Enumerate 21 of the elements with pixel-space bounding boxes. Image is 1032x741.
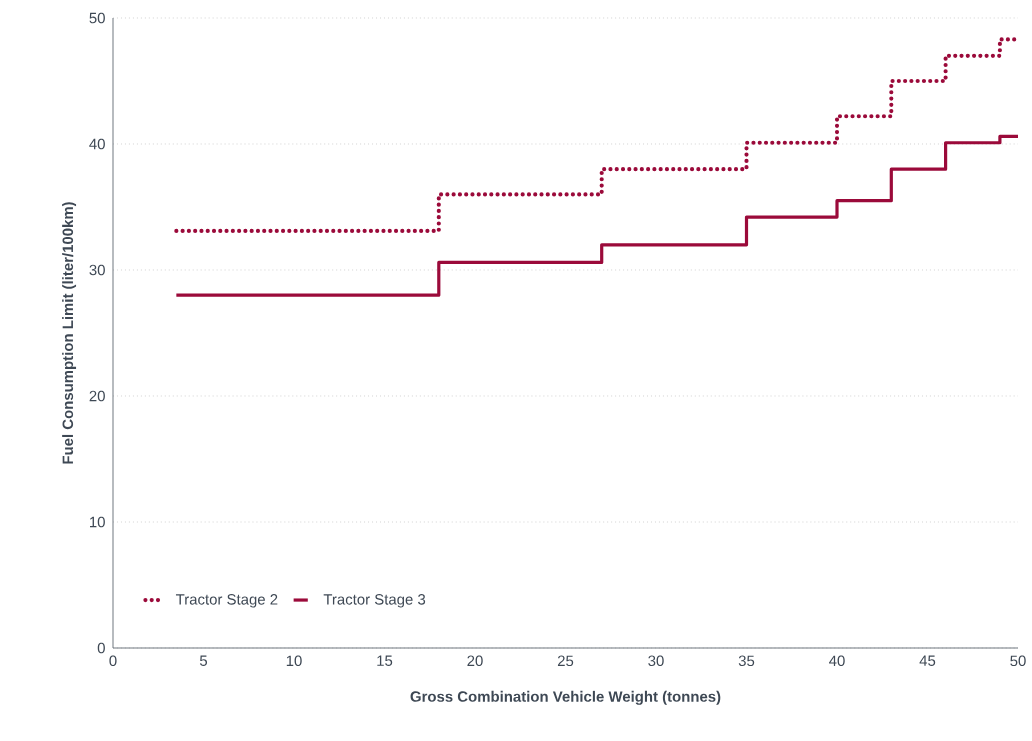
x-tick-label: 30 bbox=[648, 655, 664, 667]
x-tick-label: 25 bbox=[557, 655, 574, 667]
x-tick-label: 50 bbox=[1010, 655, 1026, 667]
y-tick-label: 10 bbox=[90, 516, 105, 528]
x-tick-label: 35 bbox=[738, 655, 755, 667]
x-tick-label: 10 bbox=[286, 655, 302, 667]
x-tick-label: 5 bbox=[199, 655, 208, 666]
y-tick-label: 0 bbox=[97, 642, 105, 654]
x-tick-label: 0 bbox=[109, 655, 117, 667]
y-tick-label: 30 bbox=[89, 264, 105, 276]
x-tick-label: 15 bbox=[377, 655, 393, 666]
x-axis-title: Gross Combination Vehicle Weight (tonnes) bbox=[410, 690, 721, 705]
y-tick-label: 40 bbox=[89, 138, 105, 150]
x-tick-label: 20 bbox=[467, 655, 483, 667]
y-tick-label: 20 bbox=[89, 390, 105, 402]
legend-label: Tractor Stage 3 bbox=[323, 594, 426, 608]
legend-label: Tractor Stage 2 bbox=[175, 594, 278, 608]
y-axis-title: Fuel Consumption Limit (liter/100km) bbox=[62, 202, 77, 464]
x-tick-label: 40 bbox=[829, 655, 845, 667]
y-tick-label: 50 bbox=[89, 12, 105, 24]
x-tick-label: 45 bbox=[919, 655, 936, 666]
